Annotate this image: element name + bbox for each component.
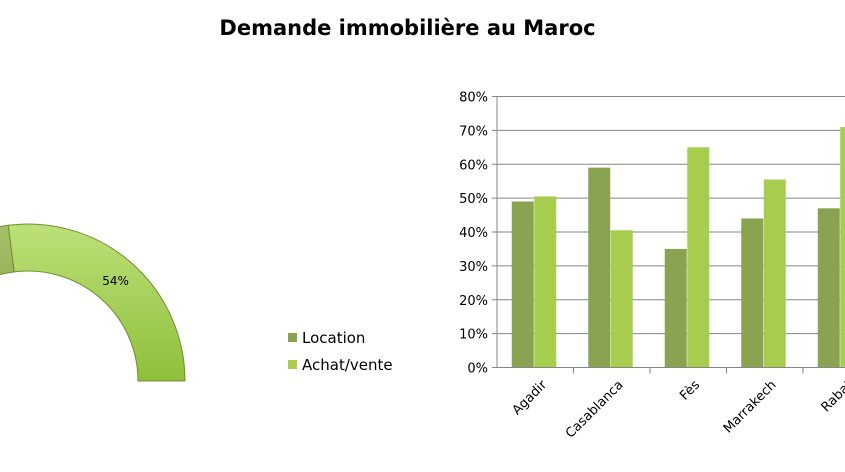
legend-label-achat-vente: Achat/vente bbox=[302, 356, 393, 374]
y-tick-label: 80% bbox=[459, 91, 488, 106]
y-tick-label: 40% bbox=[459, 226, 488, 241]
bar-chart: 0% 10% 20% 30% 40% 50% 60% 70% 80% Agadir Casablan… bbox=[459, 91, 845, 442]
y-tick-label: 10% bbox=[459, 328, 488, 343]
bar-location-agadir bbox=[511, 201, 534, 368]
bar-achat-vente-fès bbox=[687, 147, 710, 368]
donut-chart: 54% bbox=[0, 223, 186, 382]
y-tick-label: 30% bbox=[459, 260, 488, 275]
bar-achat-vente-marrakech bbox=[763, 179, 786, 368]
legend-swatch-achat-vente bbox=[288, 360, 297, 369]
x-tick-label: Agadir bbox=[510, 377, 551, 418]
bar-achat-vente-casablanca bbox=[610, 230, 633, 368]
bar-location-fès bbox=[664, 248, 687, 368]
x-tick-label: Marrakech bbox=[721, 378, 780, 437]
x-tick-label: Fès bbox=[677, 378, 703, 404]
bar-location-rabat bbox=[817, 208, 840, 368]
legend-label-location: Location bbox=[302, 329, 365, 347]
bar-achat-vente-agadir bbox=[534, 196, 557, 368]
y-tick-label: 50% bbox=[459, 192, 488, 207]
donut-data-label: 54% bbox=[102, 274, 129, 288]
y-tick-label: 60% bbox=[459, 158, 488, 173]
bar-location-casablanca bbox=[588, 167, 611, 368]
donut-slice-achat-vente bbox=[7, 223, 186, 382]
y-tick-label: 20% bbox=[459, 294, 488, 309]
y-tick-label: 70% bbox=[459, 124, 488, 139]
x-tick-label: Casablanca bbox=[563, 378, 627, 442]
y-tick-label: 0% bbox=[467, 362, 488, 377]
x-tick-label: Rabat bbox=[819, 378, 845, 415]
chart-title: Demande immobilière au Maroc bbox=[219, 16, 596, 40]
legend: Location Achat/vente bbox=[288, 329, 393, 374]
bar-location-marrakech bbox=[741, 218, 764, 368]
legend-swatch-location bbox=[288, 333, 297, 342]
bar-achat-vente-rabat bbox=[840, 126, 845, 368]
